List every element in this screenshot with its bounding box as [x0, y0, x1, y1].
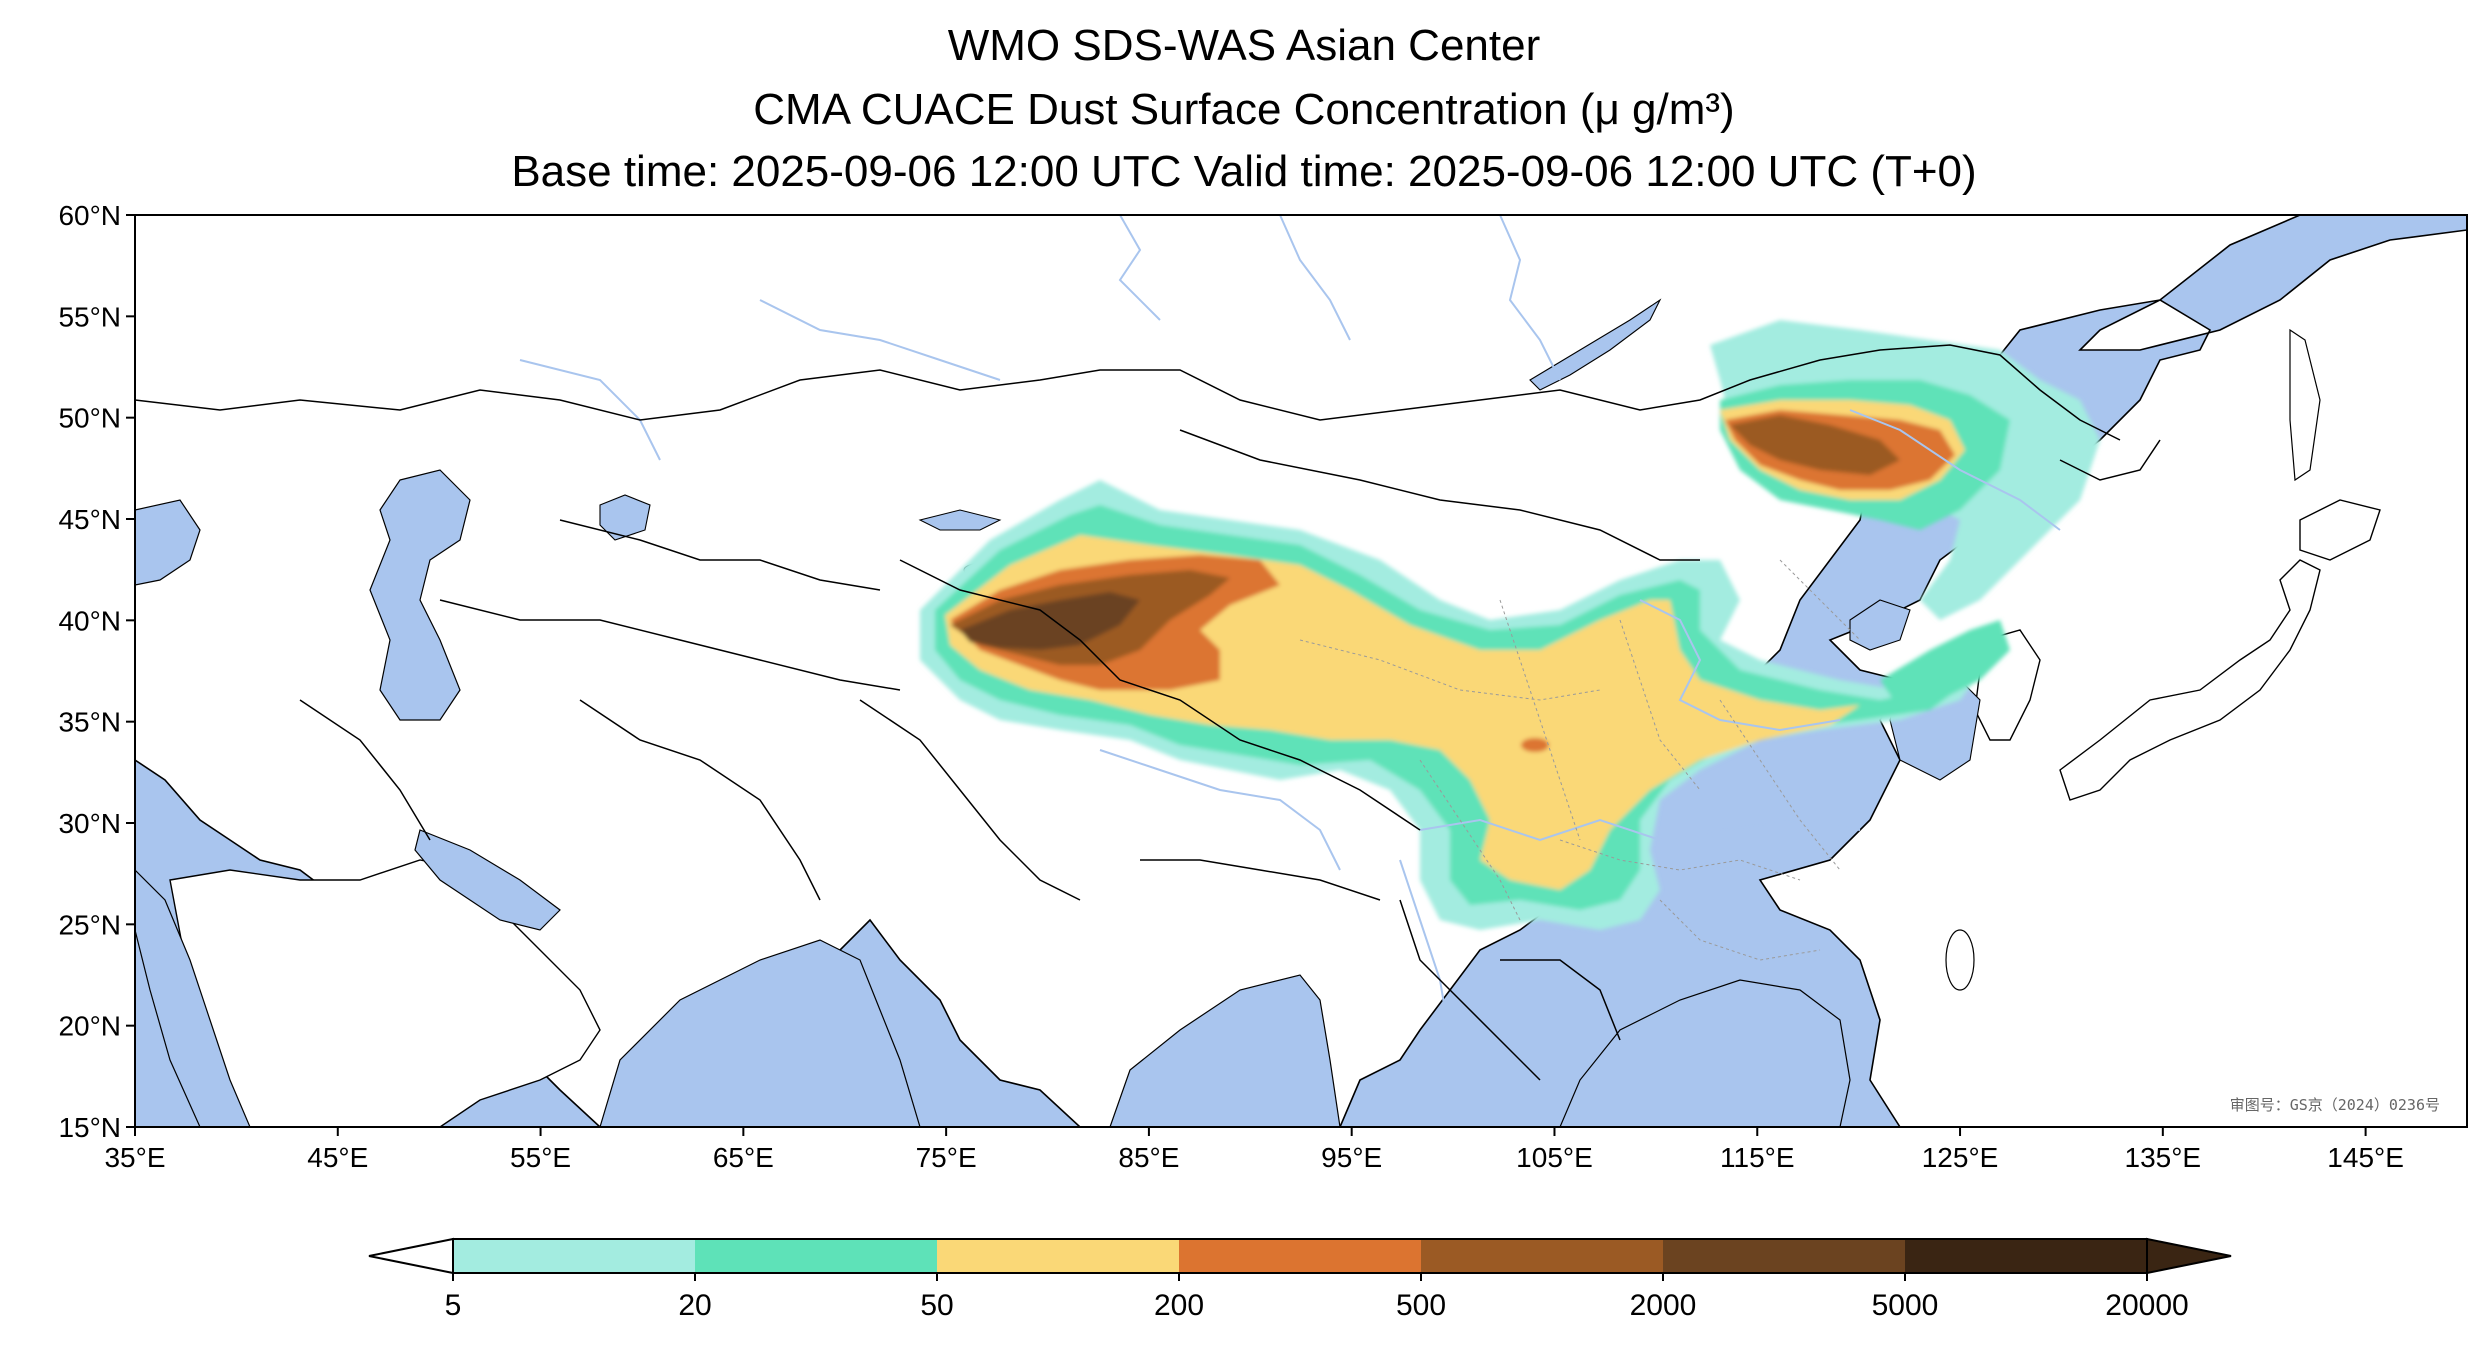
- persian-gulf: [414, 829, 561, 931]
- rivers: [519, 215, 2061, 1091]
- lat-tick-label: 45°N: [58, 504, 121, 535]
- lon-tick-label: 95°E: [1321, 1142, 1382, 1173]
- colorbar: 5 20 50 200 500 2000 5000 20000: [368, 1237, 2232, 1322]
- colorbar-segment: [1421, 1239, 1664, 1273]
- red-sea: [135, 869, 251, 1127]
- lat-tick-label: 30°N: [58, 808, 121, 839]
- map-title: WMO SDS-WAS Asian Center: [947, 21, 1541, 70]
- colorbar-tick-label: 200: [1154, 1289, 1204, 1322]
- lon-tick-label: 145°E: [2327, 1142, 2404, 1173]
- land-hokkaido: [2299, 499, 2381, 561]
- map-time-info: Base time: 2025-09-06 12:00 UTC Valid ti…: [511, 147, 1977, 196]
- colorbar-tick-label: 20000: [2105, 1289, 2188, 1322]
- lat-tick-label: 60°N: [58, 200, 121, 231]
- map-approval-number: 审图号：GS京（2024）0236号: [2230, 1096, 2440, 1114]
- colorbar-extend-high: [2146, 1237, 2232, 1275]
- lat-tick-label: 20°N: [58, 1011, 121, 1042]
- longitude-axis: 35°E 45°E 55°E 65°E 75°E 85°E 95°E 105°E 115°E 12…: [104, 1127, 2404, 1173]
- lake-balkhash: [918, 509, 1002, 531]
- colorbar-extend-low: [368, 1237, 454, 1275]
- dust-level-200-500-spot: [1521, 738, 1549, 752]
- land-taiwan: [1945, 929, 1975, 991]
- lake-baikal: [1529, 298, 1662, 391]
- map-area: 审图号：GS京（2024）0236号: [135, 215, 2467, 1127]
- bohai-sea: [1849, 599, 1911, 651]
- colorbar-outline: [452, 1238, 2148, 1274]
- land-japan: [2059, 559, 2321, 801]
- colorbar-tick-label: 5000: [1872, 1289, 1939, 1322]
- dust-level-500-2000-ne: [1730, 415, 1900, 475]
- black-sea: [135, 499, 201, 586]
- lon-tick-label: 45°E: [307, 1142, 368, 1173]
- colorbar-tick-label: 50: [920, 1289, 953, 1322]
- colorbar-segment: [1905, 1239, 2148, 1273]
- country-borders: [135, 344, 2161, 1081]
- lon-tick-label: 115°E: [1720, 1142, 1795, 1173]
- lat-tick-label: 50°N: [58, 403, 121, 434]
- colorbar-segment: [1663, 1239, 1906, 1273]
- colorbar-tick-label: 5: [445, 1289, 462, 1322]
- lat-tick-label: 25°N: [58, 909, 121, 940]
- lon-tick-label: 125°E: [1922, 1142, 1999, 1173]
- province-borders: [1299, 559, 1861, 961]
- lon-tick-label: 105°E: [1516, 1142, 1593, 1173]
- colorbar-segment: [1179, 1239, 1422, 1273]
- dust-level-2000-5000: [960, 592, 1140, 650]
- colorbar-tick-label: 2000: [1630, 1289, 1697, 1322]
- colorbar-tick-label: 500: [1396, 1289, 1446, 1322]
- colorbar-segment: [695, 1239, 938, 1273]
- lat-tick-label: 35°N: [58, 707, 121, 738]
- lon-tick-label: 35°E: [104, 1142, 165, 1173]
- lon-tick-label: 85°E: [1118, 1142, 1179, 1173]
- latitude-axis: 15°N 20°N 25°N 30°N 35°N 40°N 45°N 50°N 55°N 60°N: [58, 200, 135, 1143]
- bay-of-bengal: [1109, 974, 1341, 1127]
- caspian-sea: [369, 469, 471, 721]
- map-frame: [134, 214, 2468, 1128]
- land-sakhalin: [2289, 328, 2321, 482]
- dust-level-20-50-coast: [1880, 620, 2010, 710]
- aral-sea: [599, 494, 651, 541]
- colorbar-segment: [453, 1239, 696, 1273]
- lat-tick-label: 15°N: [58, 1112, 121, 1143]
- arabian-sea: [599, 939, 921, 1127]
- lon-tick-label: 65°E: [713, 1142, 774, 1173]
- lon-tick-label: 75°E: [916, 1142, 977, 1173]
- lon-tick-label: 55°E: [510, 1142, 571, 1173]
- lat-tick-label: 40°N: [58, 605, 121, 636]
- colorbar-tick-label: 20: [678, 1289, 711, 1322]
- colorbar-segment: [937, 1239, 1180, 1273]
- lon-tick-label: 135°E: [2125, 1142, 2202, 1173]
- south-china-sea: [1559, 979, 1851, 1127]
- lat-tick-label: 55°N: [58, 301, 121, 332]
- map-subtitle: CMA CUACE Dust Surface Concentration (μ …: [753, 85, 1735, 134]
